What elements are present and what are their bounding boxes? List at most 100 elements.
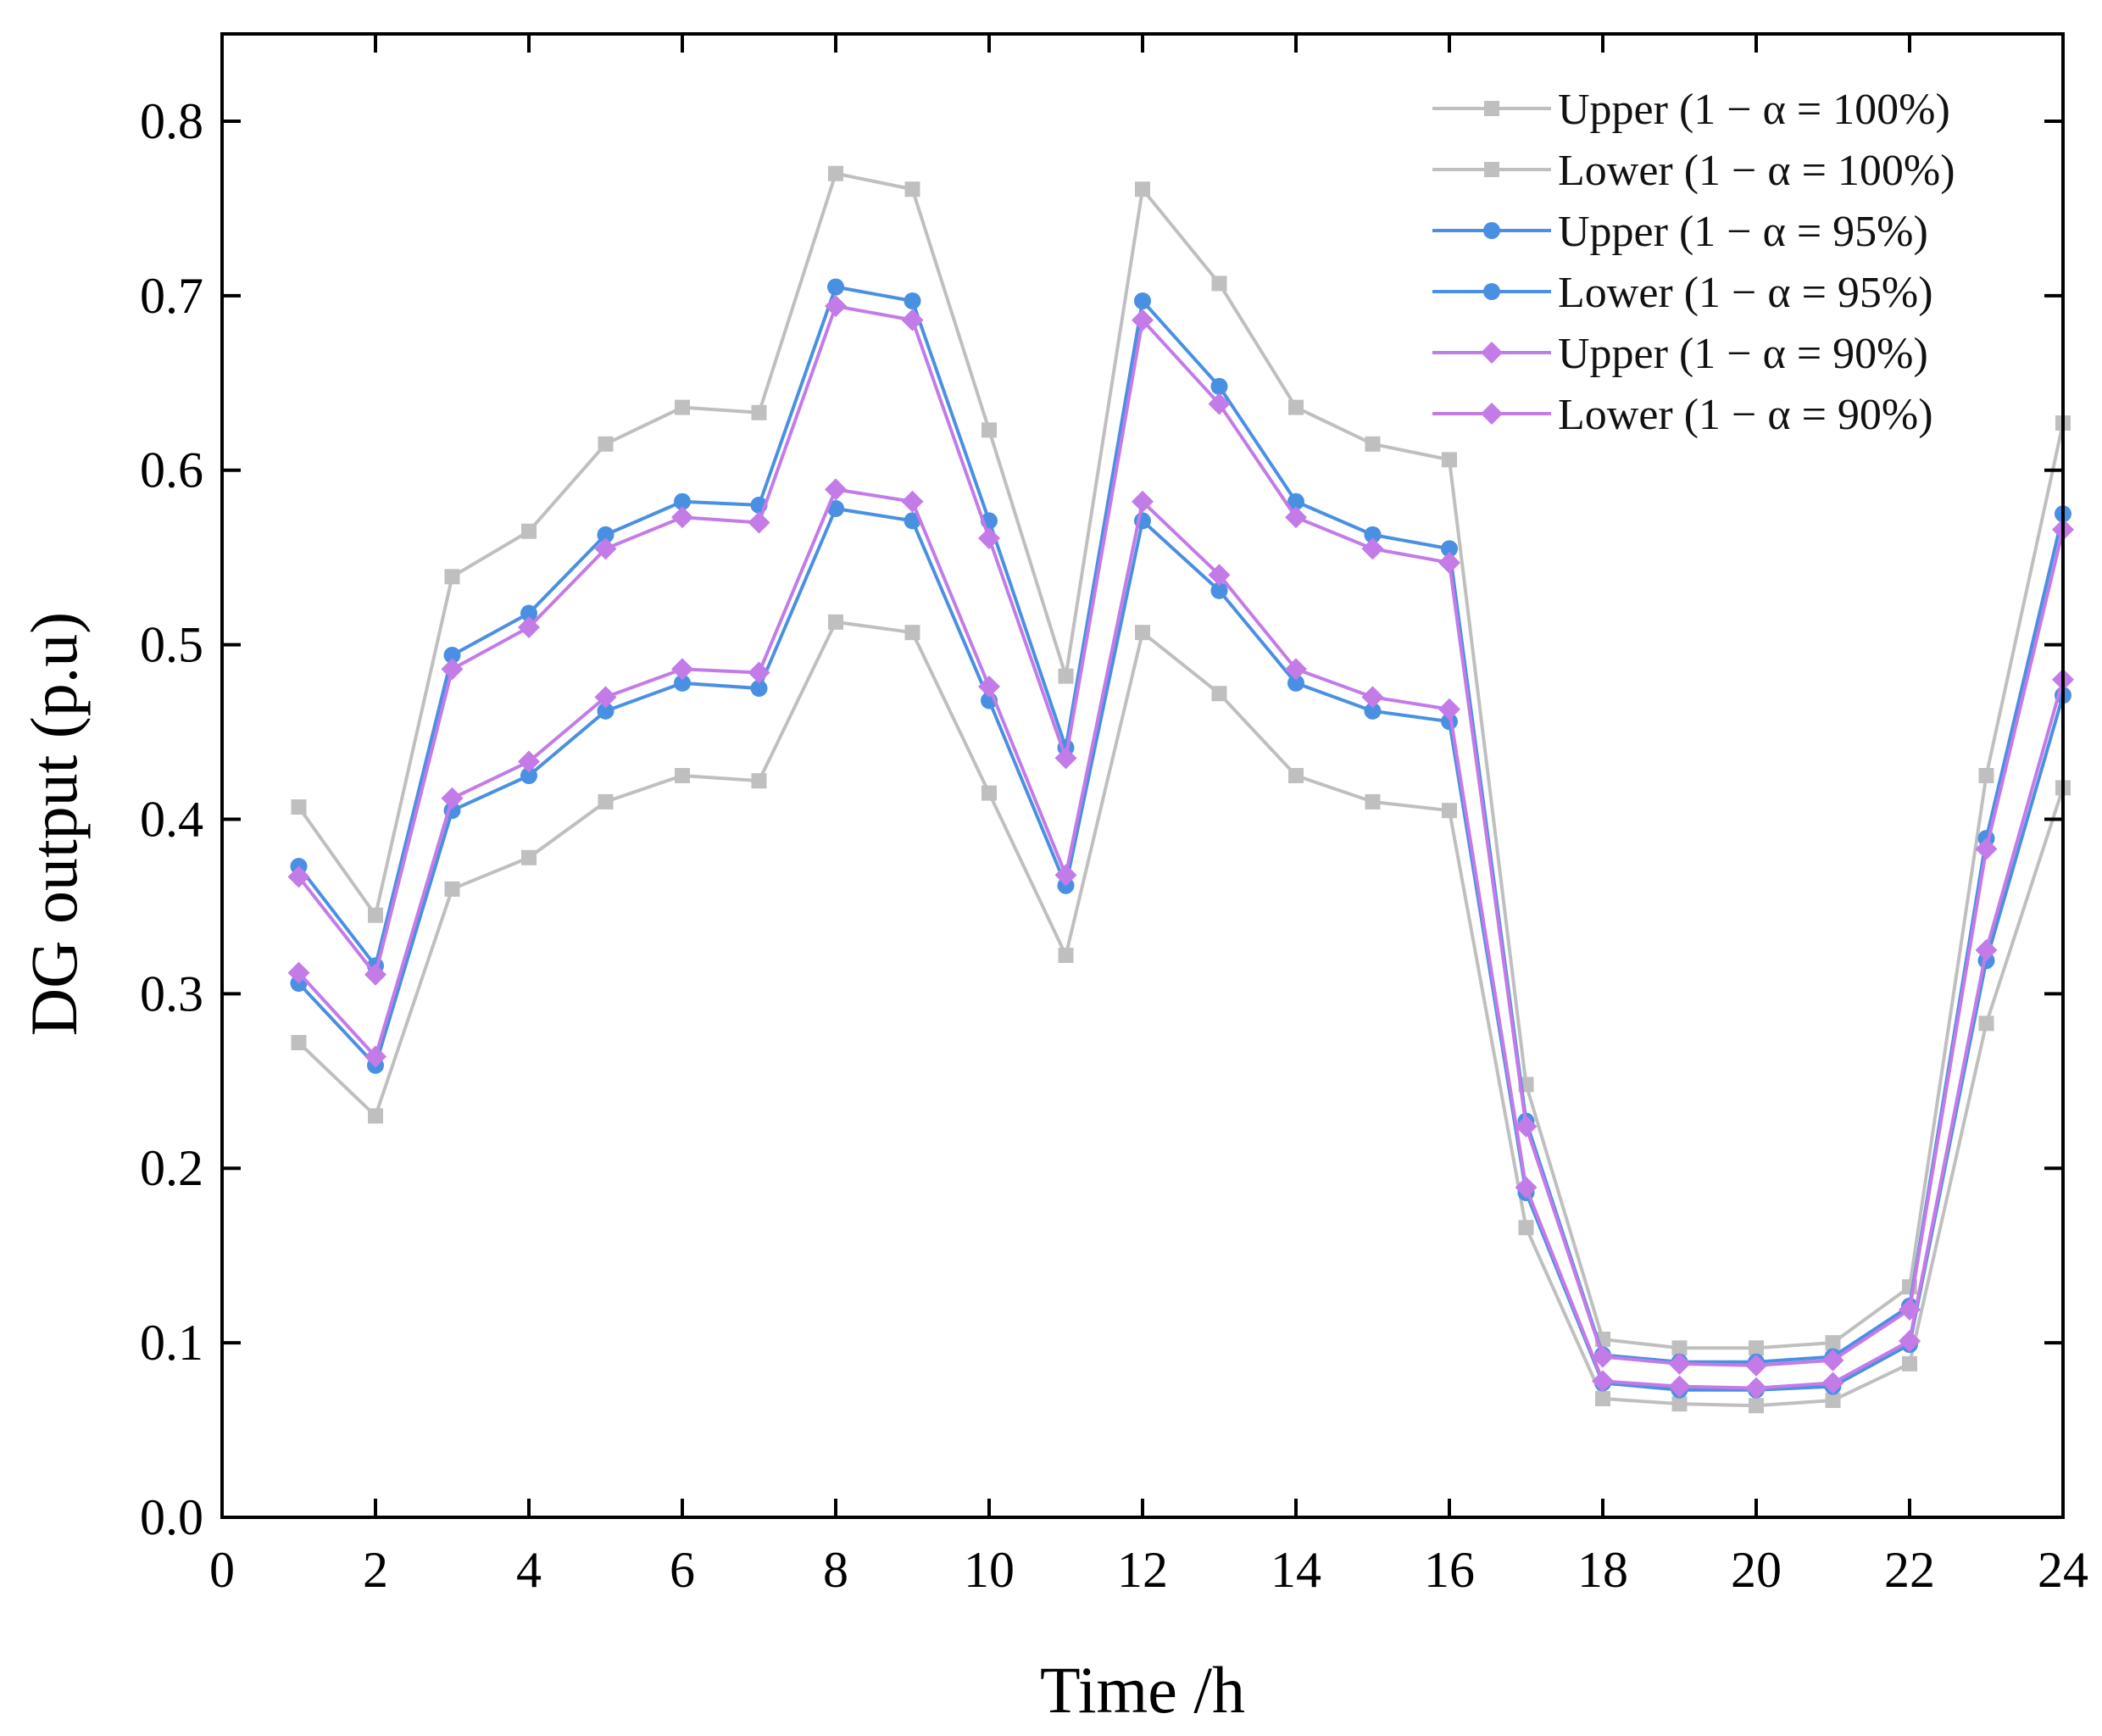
- data-point: [1671, 1340, 1688, 1356]
- legend-item-1: Upper (1 − α = 100%): [1432, 86, 1950, 134]
- legend-marker: [1483, 222, 1500, 239]
- data-point: [981, 422, 997, 438]
- data-point: [1671, 1396, 1688, 1412]
- data-point: [827, 278, 844, 296]
- legend-label: Lower (1 − α = 95%): [1558, 269, 1933, 317]
- data-point: [1518, 1220, 1534, 1236]
- data-point: [1211, 686, 1227, 702]
- legend-item-5: Upper (1 − α = 90%): [1432, 330, 1928, 378]
- data-point: [444, 569, 460, 585]
- data-point: [1975, 938, 1998, 961]
- data-point: [1749, 1398, 1764, 1414]
- data-point: [1438, 698, 1460, 721]
- x-axis-title: Time /h: [1040, 1653, 1245, 1727]
- data-point: [1135, 625, 1150, 641]
- data-point: [368, 1108, 383, 1124]
- data-point: [1441, 540, 1458, 558]
- data-point: [904, 292, 921, 309]
- x-tick-label: 10: [964, 1542, 1015, 1598]
- data-point: [751, 404, 767, 420]
- series-6: [287, 478, 2074, 1399]
- legend-marker: [1483, 283, 1500, 300]
- data-point: [1515, 1176, 1538, 1199]
- legend-item-3: Upper (1 − α = 95%): [1432, 208, 1928, 256]
- data-point: [1365, 793, 1381, 810]
- data-point: [521, 849, 537, 865]
- data-point: [441, 658, 464, 681]
- data-point: [598, 436, 614, 452]
- y-tick-label: 0.2: [140, 1140, 203, 1196]
- data-point: [291, 1035, 307, 1050]
- data-point: [1821, 1372, 1844, 1394]
- data-point: [1442, 452, 1457, 468]
- series-line-1: [297, 171, 2065, 1350]
- data-point: [1899, 1330, 1921, 1353]
- legend-label: Upper (1 − α = 100%): [1558, 86, 1950, 134]
- data-point: [1211, 275, 1227, 292]
- data-point: [1745, 1377, 1767, 1399]
- data-point: [674, 674, 691, 692]
- series-5: [287, 295, 2074, 1377]
- data-point: [1058, 668, 1074, 684]
- data-point: [1132, 309, 1154, 331]
- data-point: [1825, 1335, 1841, 1351]
- x-tick-label: 18: [1577, 1542, 1628, 1598]
- data-point: [1288, 399, 1304, 415]
- x-tick-label: 6: [670, 1542, 695, 1598]
- data-point: [1978, 1015, 1994, 1032]
- y-tick-label: 0.3: [140, 965, 203, 1021]
- series-layer: [287, 165, 2074, 1414]
- data-point: [520, 767, 537, 784]
- legend-marker: [1484, 162, 1499, 177]
- x-tick-label: 22: [1884, 1542, 1935, 1598]
- data-point: [1364, 702, 1382, 720]
- data-point: [828, 165, 843, 181]
- y-tick-label: 0.4: [140, 791, 203, 847]
- data-point: [594, 686, 617, 709]
- data-point: [750, 680, 768, 698]
- data-point: [674, 492, 691, 510]
- data-point: [1210, 377, 1228, 395]
- data-point: [518, 616, 540, 638]
- data-point: [671, 658, 693, 681]
- data-point: [901, 309, 924, 331]
- data-point: [1287, 674, 1304, 692]
- data-point: [671, 506, 693, 529]
- series-line-6: [298, 487, 2065, 1390]
- data-point: [1821, 1349, 1844, 1372]
- data-point: [598, 793, 614, 810]
- data-point: [675, 399, 690, 415]
- data-point: [825, 478, 847, 501]
- series-1: [291, 165, 2071, 1356]
- data-point: [904, 181, 920, 198]
- data-point: [1825, 1393, 1841, 1409]
- series-line-2: [298, 620, 2065, 1408]
- x-tick-label: 16: [1424, 1542, 1475, 1598]
- data-point: [1595, 1391, 1610, 1406]
- data-point: [1364, 526, 1382, 543]
- data-point: [1361, 537, 1384, 560]
- data-point: [978, 527, 1000, 549]
- legend-label: Lower (1 − α = 100%): [1558, 147, 1955, 195]
- data-point: [1210, 581, 1228, 599]
- data-point: [1361, 686, 1384, 709]
- data-point: [1668, 1352, 1691, 1375]
- data-point: [1287, 492, 1304, 510]
- data-point: [597, 526, 614, 543]
- data-point: [1285, 658, 1307, 681]
- data-point: [1902, 1355, 1917, 1372]
- data-point: [364, 963, 386, 986]
- data-point: [1134, 292, 1151, 309]
- data-point: [748, 661, 770, 684]
- y-tick-label: 0.1: [140, 1315, 203, 1371]
- data-point: [1745, 1354, 1767, 1377]
- legend-item-4: Lower (1 − α = 95%): [1432, 269, 1933, 317]
- y-tick-label: 0.6: [140, 442, 203, 498]
- x-tick-label: 8: [823, 1542, 848, 1598]
- data-point: [287, 961, 310, 984]
- x-tick-label: 4: [516, 1542, 542, 1598]
- data-point: [1442, 803, 1457, 819]
- data-point: [443, 646, 461, 664]
- legend-marker: [1481, 342, 1503, 364]
